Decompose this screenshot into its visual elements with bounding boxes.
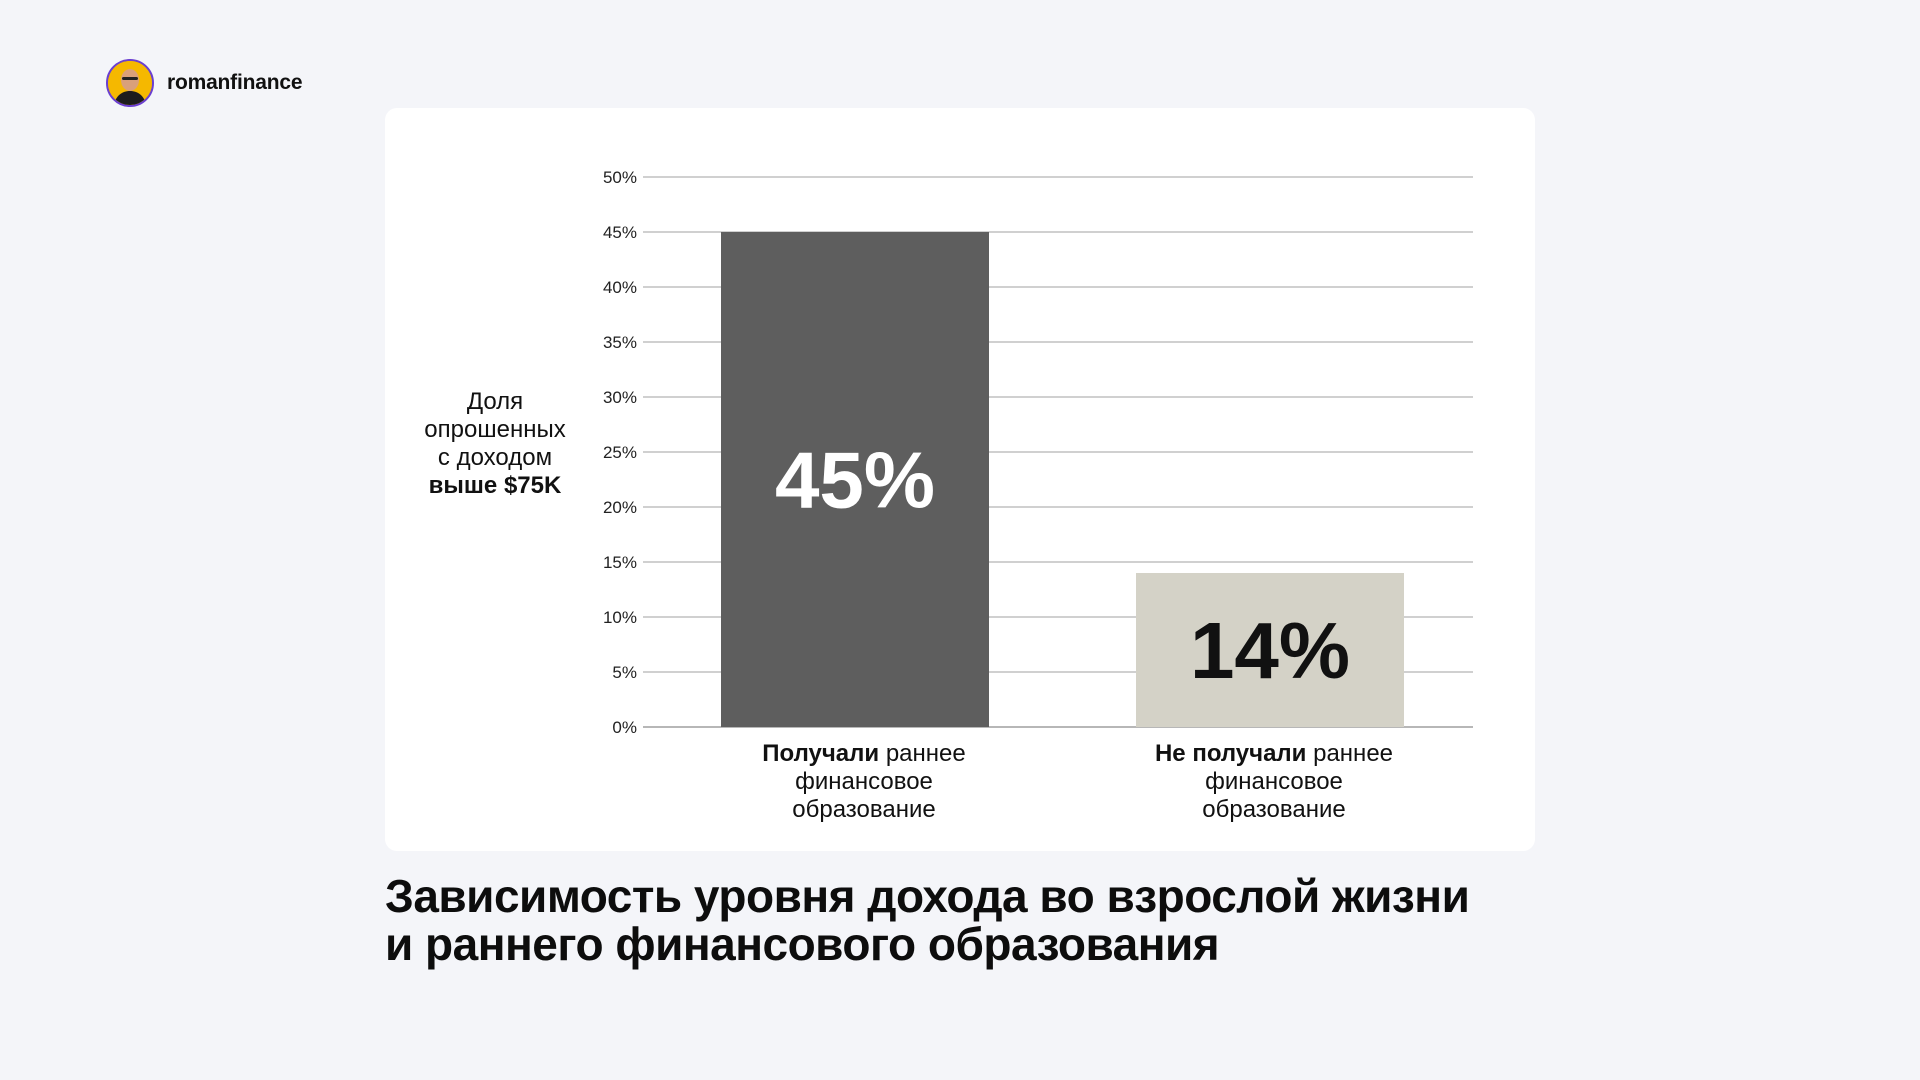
- y-tick-label: 25%: [603, 443, 637, 462]
- y-axis-title-line2: опрошенных: [424, 416, 566, 443]
- y-tick-label: 40%: [603, 278, 637, 297]
- bar: [721, 232, 989, 727]
- y-axis-title: Доля опрошенных с доходом выше $75K: [405, 388, 585, 500]
- avatar: [106, 59, 154, 107]
- y-tick-label: 50%: [603, 168, 637, 187]
- bar: [1136, 573, 1404, 727]
- category-label-not-received-line3: образование: [1202, 796, 1346, 823]
- category-label-not-received-bold: Не получали: [1154, 740, 1307, 767]
- category-label-received-line3: образование: [792, 796, 936, 823]
- y-tick-label: 15%: [603, 553, 637, 572]
- y-tick-label: 5%: [612, 663, 637, 682]
- category-label-received: Получали раннее финансовое образование: [714, 740, 1014, 824]
- y-axis-title-line4: выше $75K: [428, 472, 562, 499]
- data-label: 45%: [775, 436, 935, 525]
- y-axis-title-line1: Доля: [466, 388, 524, 415]
- brand[interactable]: romanfinance: [106, 57, 303, 109]
- category-label-received-line2: финансовое: [795, 768, 933, 795]
- y-tick-label: 45%: [603, 223, 637, 242]
- page-title-line2: и раннего финансового образования: [385, 918, 1220, 970]
- category-label-not-received-line2: финансовое: [1205, 768, 1343, 795]
- chart-card: 0% 5% 10% 15% 20% 25% 30% 35% 40% 45% 50% 45% 14% До…: [385, 108, 1535, 851]
- category-label-received-rest: раннее: [885, 740, 966, 767]
- page-title-line1: Зависимость уровня дохода во взрослой жи…: [385, 870, 1470, 922]
- category-label-not-received-rest: раннее: [1313, 740, 1394, 767]
- y-tick-label: 30%: [603, 388, 637, 407]
- data-label: 14%: [1190, 606, 1350, 695]
- y-axis-title-line3: с доходом: [437, 444, 553, 471]
- bar-chart: 0% 5% 10% 15% 20% 25% 30% 35% 40% 45% 50% 45% 14%: [603, 168, 1473, 737]
- brand-name: romanfinance: [167, 71, 303, 94]
- page-title: Зависимость уровня дохода во взрослой жи…: [385, 872, 1585, 968]
- category-label-received-bold: Получали: [762, 740, 880, 767]
- category-label-not-received: Не получали раннее финансовое образовани…: [1124, 740, 1424, 824]
- y-tick-label: 0%: [612, 718, 637, 737]
- y-tick-label: 20%: [603, 498, 637, 517]
- y-tick-label: 35%: [603, 333, 637, 352]
- y-tick-label: 10%: [603, 608, 637, 627]
